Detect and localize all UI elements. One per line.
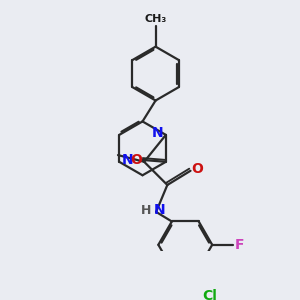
Text: N: N — [122, 153, 133, 167]
Text: F: F — [235, 238, 244, 252]
Text: O: O — [130, 153, 142, 167]
Text: H: H — [140, 204, 151, 217]
Text: Cl: Cl — [202, 289, 217, 300]
Text: N: N — [153, 203, 165, 218]
Text: CH₃: CH₃ — [145, 14, 167, 24]
Text: N: N — [152, 126, 164, 140]
Text: O: O — [191, 162, 203, 176]
